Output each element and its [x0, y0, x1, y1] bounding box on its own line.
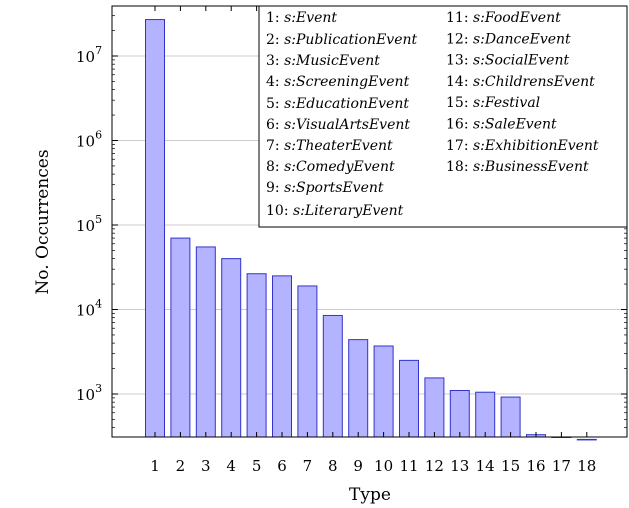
- legend-entry-2: 2: s:PublicationEvent: [266, 32, 418, 48]
- bar-type-10: [373, 345, 394, 438]
- x-tick-label: 3: [201, 457, 211, 475]
- bar-type-18: [576, 438, 597, 441]
- legend: 1: s:Event 2: s:PublicationEvent 3: s:Musi…: [258, 5, 628, 228]
- legend-entry-16: 16: s:SaleEvent: [446, 117, 557, 133]
- legend-entry-8: 8: s:ComedyEvent: [266, 159, 395, 175]
- legend-entry-6: 6: s:VisualArtsEvent: [266, 117, 410, 133]
- x-tick-label: 11: [399, 457, 418, 475]
- bar-type-5: [246, 273, 267, 438]
- legend-entry-14: 14: s:ChildrensEvent: [446, 74, 595, 90]
- bar-type-4: [221, 258, 242, 438]
- bar-type-1: [145, 19, 165, 438]
- legend-entry-18: 18: s:BusinessEvent: [446, 159, 589, 175]
- y-tick-label: 104: [76, 298, 102, 320]
- y-tick-label: 107: [76, 44, 102, 66]
- bar-type-7: [297, 285, 318, 438]
- bar-type-9: [348, 339, 369, 438]
- x-tick-label: 1: [150, 457, 160, 475]
- y-tick-label: 103: [76, 382, 102, 404]
- x-tick-label: 14: [476, 457, 495, 475]
- x-tick-label: 2: [176, 457, 186, 475]
- legend-entry-4: 4: s:ScreeningEvent: [266, 74, 410, 90]
- bar-type-15: [500, 396, 521, 438]
- x-tick-label: 17: [552, 457, 571, 475]
- x-tick-label: 16: [526, 457, 545, 475]
- bar-type-6: [272, 275, 292, 438]
- legend-entry-12: 12: s:DanceEvent: [446, 31, 571, 47]
- y-axis-label: No. Occurrences: [33, 149, 53, 294]
- x-tick-label: 13: [450, 457, 469, 475]
- bar-type-13: [449, 390, 470, 438]
- legend-entry-7: 7: s:TheaterEvent: [266, 138, 393, 154]
- legend-entry-13: 13: s:SocialEvent: [446, 53, 569, 69]
- legend-entry-5: 5: s:EducationEvent: [266, 96, 409, 112]
- x-tick-label: 18: [577, 457, 596, 475]
- x-tick-label: 10: [374, 457, 393, 475]
- bar-type-11: [399, 359, 419, 438]
- x-tick-label: 15: [501, 457, 520, 475]
- x-tick-label: 7: [303, 457, 313, 475]
- x-tick-label: 5: [252, 457, 262, 475]
- legend-entry-11: 11: s:FoodEvent: [446, 10, 561, 26]
- legend-entry-3: 3: s:MusicEvent: [266, 53, 380, 69]
- x-tick-label: 4: [226, 457, 236, 475]
- bar-type-8: [322, 314, 343, 438]
- legend-entry-1: 1: s:Event: [266, 10, 337, 26]
- y-tick-label: 105: [76, 213, 102, 235]
- x-axis-label: Type: [349, 485, 391, 505]
- bar-type-2: [170, 237, 191, 438]
- legend-entry-17: 17: s:ExhibitionEvent: [446, 138, 599, 154]
- bar-type-12: [424, 377, 445, 438]
- x-tick-label: 9: [353, 457, 363, 475]
- x-tick-label: 6: [277, 457, 287, 475]
- y-tick-label: 106: [76, 129, 102, 151]
- bar-type-3: [195, 246, 216, 438]
- legend-entry-15: 15: s:Festival: [446, 95, 540, 111]
- x-tick-label: 12: [425, 457, 444, 475]
- legend-entry-9: 9: s:SportsEvent: [266, 180, 384, 196]
- bar-type-14: [475, 391, 496, 438]
- legend-box: [258, 5, 628, 228]
- x-tick-label: 8: [328, 457, 338, 475]
- legend-entry-10: 10: s:LiteraryEvent: [266, 203, 404, 219]
